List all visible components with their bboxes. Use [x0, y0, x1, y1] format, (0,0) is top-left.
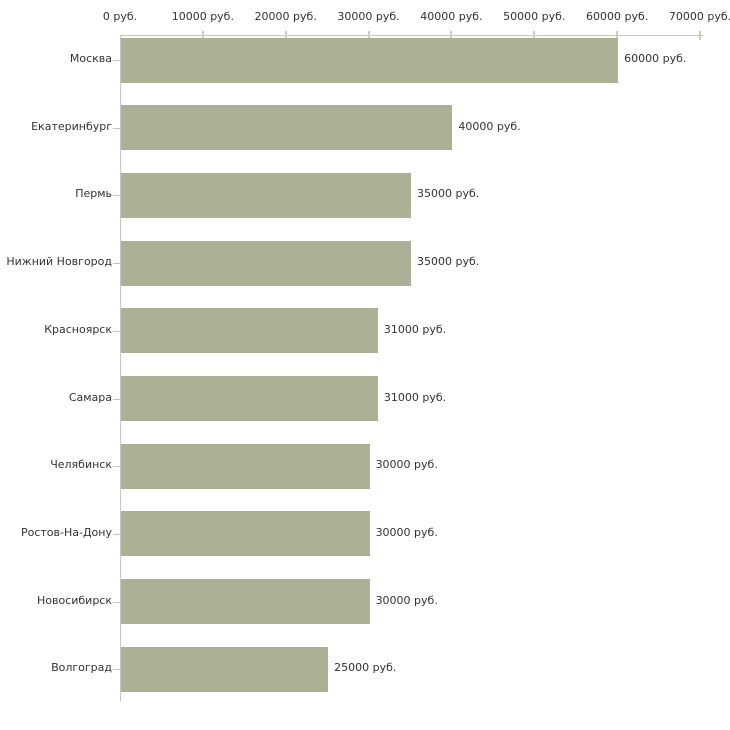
value-label: 40000 руб.	[458, 119, 521, 133]
bar-2	[121, 172, 411, 218]
category-label: Красноярск	[44, 322, 112, 336]
value-label: 30000 руб.	[375, 525, 438, 539]
x-axis-tick-mark	[699, 31, 701, 40]
category-label: Новосибирск	[36, 593, 112, 607]
bar-5	[121, 376, 378, 421]
y-axis-line	[120, 35, 121, 701]
x-axis-tick-label: 60000 руб.	[586, 10, 649, 23]
x-axis-tick-mark	[616, 31, 619, 40]
category-tick-mark	[113, 669, 120, 671]
category-tick-mark	[113, 601, 120, 603]
x-axis-tick-label: 40000 руб.	[420, 10, 483, 23]
category-tick-mark	[113, 195, 120, 197]
category-label: Пермь	[75, 187, 112, 201]
bar-6	[121, 443, 370, 489]
bar-0	[121, 37, 619, 83]
category-label: Москва	[69, 52, 112, 65]
bar-1	[121, 105, 453, 151]
bar-3	[121, 240, 411, 286]
x-axis-tick-mark	[367, 31, 370, 40]
value-label: 30000 руб.	[375, 458, 438, 472]
category-tick-mark	[113, 127, 120, 129]
value-label: 31000 руб.	[383, 390, 447, 404]
x-axis-tick-mark	[533, 31, 536, 40]
value-label: 25000 руб.	[334, 661, 397, 675]
category-label: Нижний Новгород	[6, 255, 112, 269]
x-axis-tick-label: 10000 руб.	[171, 10, 234, 23]
x-axis-tick-label: 70000 руб.	[668, 10, 730, 23]
bar-4	[121, 308, 378, 354]
x-axis-tick-mark	[284, 31, 287, 40]
value-label: 60000 руб.	[624, 52, 687, 65]
x-axis-tick-label: 50000 руб.	[503, 10, 566, 23]
category-label: Самара	[68, 390, 112, 404]
x-axis-tick-mark	[450, 31, 453, 40]
category-tick-mark	[113, 533, 120, 535]
value-label: 35000 руб.	[417, 255, 480, 269]
category-label: Волгоград	[51, 661, 112, 675]
category-label: Екатеринбург	[31, 119, 112, 133]
bar-9	[121, 646, 329, 692]
category-label: Челябинск	[50, 458, 112, 472]
category-label: Ростов-На-Дону	[20, 525, 112, 539]
category-tick-mark	[113, 466, 120, 468]
x-axis-tick-label: 0 руб.	[102, 10, 138, 23]
category-tick-mark	[113, 398, 120, 400]
x-axis-line	[120, 35, 703, 36]
value-label: 35000 руб.	[417, 187, 480, 201]
x-axis-tick-label: 30000 руб.	[337, 10, 400, 23]
value-label: 30000 руб.	[375, 593, 438, 607]
x-axis-tick-mark	[201, 31, 204, 40]
category-tick-mark	[113, 263, 120, 265]
category-tick-mark	[113, 330, 120, 332]
bar-7	[121, 511, 370, 557]
category-tick-mark	[113, 60, 120, 61]
x-axis-tick-label: 20000 руб.	[254, 10, 317, 23]
value-label: 31000 руб.	[383, 322, 447, 336]
bar-8	[121, 579, 370, 625]
